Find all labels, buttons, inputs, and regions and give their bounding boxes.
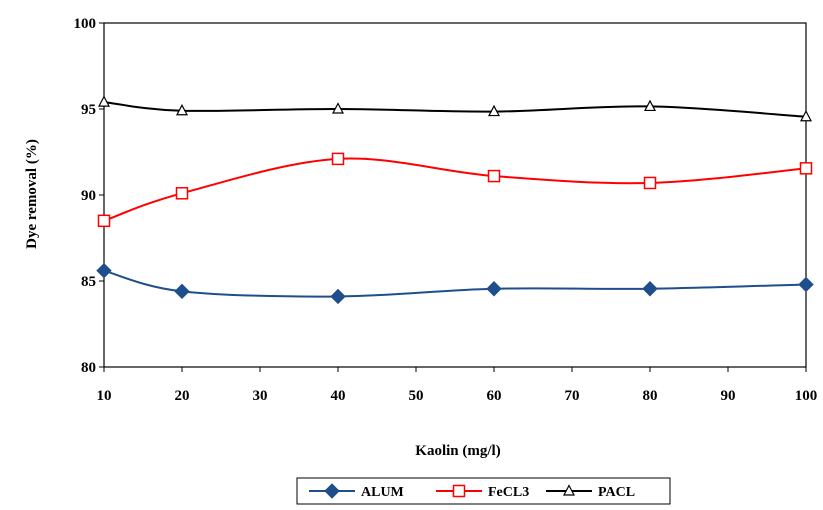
- plot-area: [104, 23, 806, 367]
- series-alum: [97, 264, 813, 304]
- series-line-alum: [104, 271, 806, 297]
- series-line-fecl3: [104, 159, 806, 221]
- data-point-fecl3: [177, 188, 188, 199]
- y-tick-label: 90: [81, 188, 96, 204]
- x-tick-label: 80: [643, 388, 658, 404]
- x-tick-label: 30: [253, 388, 268, 404]
- x-axis-title: Kaolin (mg/l): [415, 443, 500, 459]
- plot-frame: [104, 23, 806, 367]
- data-point-alum: [643, 282, 657, 296]
- data-point-alum: [799, 277, 813, 291]
- x-tick-label: 10: [97, 388, 112, 404]
- data-point-pacl: [99, 97, 109, 107]
- axis-ticks: 80 85 90 95 100 10 20 30 40 50 60 70 80 90 100: [74, 16, 818, 404]
- series-line-pacl: [104, 102, 806, 117]
- data-point-alum: [175, 284, 189, 298]
- y-tick-label: 80: [81, 360, 96, 376]
- legend-label-pacl: PACL: [598, 485, 635, 500]
- y-axis-title: Dye removal (%): [24, 139, 40, 249]
- legend-marker-fecl3: [454, 486, 465, 497]
- series-layer: [97, 97, 813, 304]
- data-point-alum: [331, 289, 345, 303]
- x-tick-label: 60: [487, 388, 502, 404]
- x-tick-label: 40: [331, 388, 346, 404]
- data-point-fecl3: [99, 215, 110, 226]
- x-tick-label: 20: [175, 388, 190, 404]
- y-tick-label: 95: [81, 102, 96, 118]
- legend-label-fecl3: FeCL3: [488, 485, 529, 500]
- y-tick-label: 85: [81, 274, 96, 290]
- x-tick-label: 90: [721, 388, 736, 404]
- data-point-fecl3: [333, 153, 344, 164]
- data-point-fecl3: [801, 163, 812, 174]
- data-point-fecl3: [645, 177, 656, 188]
- data-point-fecl3: [489, 171, 500, 182]
- y-tick-label: 100: [74, 16, 97, 32]
- x-tick-label: 50: [409, 388, 424, 404]
- series-pacl: [99, 97, 811, 121]
- x-tick-label: 100: [795, 388, 818, 404]
- data-point-alum: [97, 264, 111, 278]
- data-point-alum: [487, 282, 501, 296]
- x-tick-label: 70: [565, 388, 580, 404]
- series-fecl3: [99, 153, 812, 226]
- legend-label-alum: ALUM: [361, 485, 404, 500]
- legend: ALUM FeCL3 PACL: [297, 478, 670, 504]
